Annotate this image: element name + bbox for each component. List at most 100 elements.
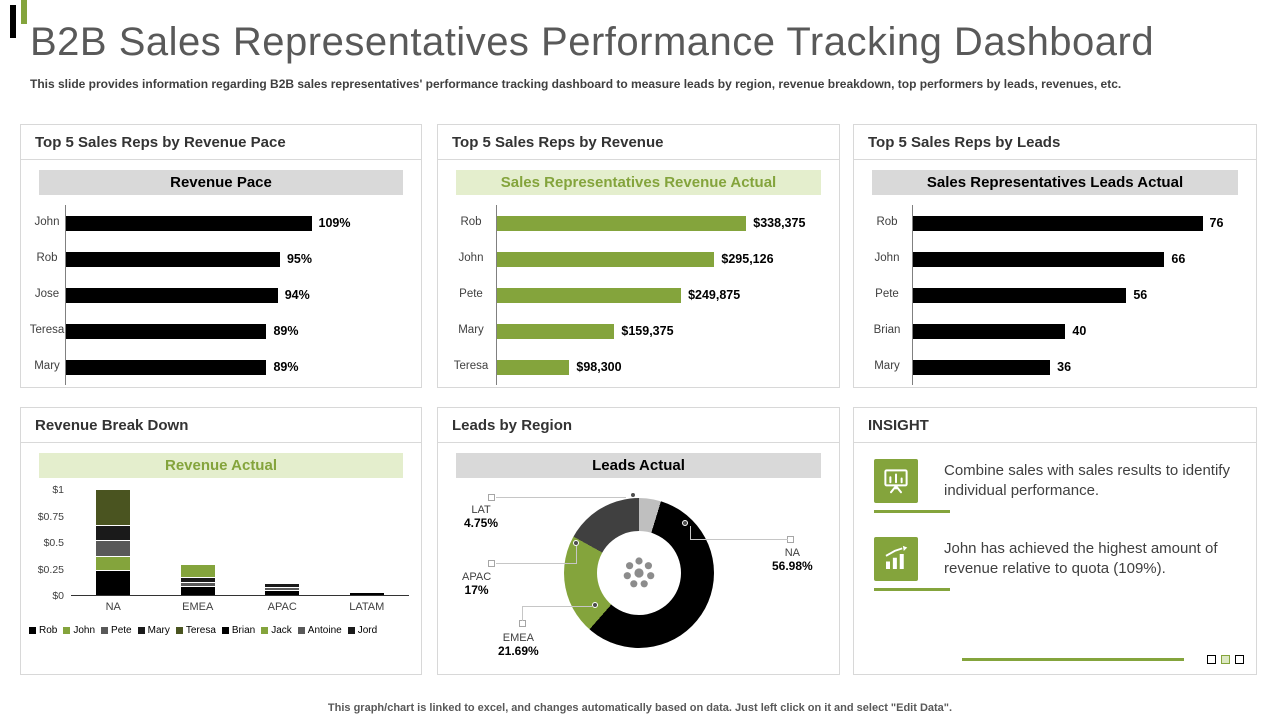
leads-region-donut-chart[interactable]: LAT 4.75% APAC 17% EMEA 21.69% NA 56.98% bbox=[438, 482, 839, 680]
callout-marker bbox=[519, 620, 526, 627]
stack-segment bbox=[265, 584, 300, 588]
y-tick-label: $1 bbox=[52, 484, 64, 496]
stack-segment bbox=[180, 578, 215, 584]
bar-track: 40 bbox=[912, 313, 1242, 349]
revenue-breakdown-chart[interactable]: $1 $0.75 $0.5 $0.25 $0 NA EMEA APAC LATAM Rob John… bbox=[21, 482, 421, 640]
insight-icon-column bbox=[874, 459, 950, 513]
corner-accent-black bbox=[10, 5, 16, 38]
legend-label: Brian bbox=[231, 625, 256, 636]
insight-body: Combine sales with sales results to iden… bbox=[854, 443, 1256, 591]
legend-item: Pete bbox=[101, 625, 132, 636]
bar-track: 66 bbox=[912, 241, 1242, 277]
legend-label: Jord bbox=[357, 625, 378, 636]
bar-track: 89% bbox=[65, 313, 407, 349]
y-tick-label: $0 bbox=[52, 590, 64, 602]
panel-title: INSIGHT bbox=[854, 408, 1256, 443]
y-tick-label: $0.75 bbox=[37, 510, 64, 523]
insight-accent-line bbox=[962, 658, 1184, 661]
category-label: Pete bbox=[875, 288, 899, 301]
panel-insight: INSIGHT Combine sales with sales bbox=[853, 407, 1257, 675]
panel-revenue-actual: Top 5 Sales Reps by Revenue Sales Repres… bbox=[437, 124, 840, 388]
bar bbox=[913, 359, 1051, 375]
legend-swatch bbox=[261, 627, 269, 634]
value-label: 94% bbox=[284, 288, 310, 302]
revenue-pace-chart[interactable]: John 109% Rob 95% Jose 94% Teresa 89% Mary 89% bbox=[21, 199, 421, 393]
revenue-actual-chart[interactable]: Rob $338,375 John $295,126 Pete $249,875 Mary $… bbox=[438, 199, 839, 393]
page-title: B2B Sales Representatives Performance Tr… bbox=[30, 20, 1155, 64]
insight-text: John has achieved the highest amount of … bbox=[944, 540, 1218, 578]
bar-track: $98,300 bbox=[496, 349, 825, 385]
category-label: Rob bbox=[876, 216, 898, 229]
callout-line bbox=[690, 539, 788, 540]
leads-actual-chart[interactable]: Rob 76 John 66 Pete 56 Brian 40 Mary 36 bbox=[854, 199, 1256, 393]
bar-row: John $295,126 bbox=[446, 241, 825, 277]
legend-swatch bbox=[347, 627, 355, 634]
bar-row: John 109% bbox=[29, 205, 407, 241]
value-label: $159,375 bbox=[621, 324, 674, 338]
bar bbox=[497, 323, 615, 339]
bar bbox=[913, 215, 1203, 231]
category-label: Rob bbox=[460, 216, 482, 229]
slice-dot bbox=[682, 520, 688, 526]
value-label: 66 bbox=[1171, 252, 1186, 266]
bar bbox=[66, 215, 312, 231]
bar-row: Jose 94% bbox=[29, 277, 407, 313]
stack-segment bbox=[96, 526, 131, 541]
category-label: NA bbox=[105, 601, 121, 613]
legend-swatch bbox=[29, 627, 36, 634]
stack-segment bbox=[96, 490, 131, 527]
stack-segment bbox=[349, 592, 384, 595]
category-label: Mary bbox=[874, 360, 900, 373]
bar bbox=[497, 287, 682, 303]
bar-row: Mary 36 bbox=[862, 349, 1242, 385]
panel-title: Top 5 Sales Reps by Revenue Pace bbox=[21, 125, 421, 160]
legend-swatch bbox=[175, 627, 183, 634]
bar-row: Mary 89% bbox=[29, 349, 407, 385]
callout-marker bbox=[787, 536, 794, 543]
bar-track: 56 bbox=[912, 277, 1242, 313]
category-label: APAC bbox=[267, 601, 297, 613]
stacked-column bbox=[265, 584, 300, 595]
bar-track: $295,126 bbox=[496, 241, 825, 277]
callout-marker bbox=[488, 560, 495, 567]
value-label: $338,375 bbox=[753, 216, 806, 230]
slide-indicator bbox=[1207, 655, 1244, 664]
value-label: 95% bbox=[286, 252, 313, 266]
bar bbox=[497, 251, 715, 267]
category-label: John bbox=[458, 252, 484, 265]
legend-label: John bbox=[73, 625, 96, 636]
category-label: Teresa bbox=[453, 360, 489, 373]
stack-segment bbox=[265, 590, 300, 595]
value-label: 56 bbox=[1133, 288, 1148, 302]
bar-track: 76 bbox=[912, 205, 1242, 241]
insight-text: Combine sales with sales results to iden… bbox=[944, 462, 1230, 500]
callout-line bbox=[496, 563, 576, 564]
legend-swatch bbox=[63, 627, 71, 634]
bar-track: $338,375 bbox=[496, 205, 825, 241]
people-cluster-icon bbox=[623, 557, 655, 588]
value-label: 109% bbox=[318, 216, 351, 230]
stacked-column bbox=[349, 592, 384, 595]
chart-banner: Sales Representatives Revenue Actual bbox=[456, 170, 821, 195]
stack-segment bbox=[265, 587, 300, 591]
y-tick-label: $0.5 bbox=[43, 537, 64, 549]
bar-row: John 66 bbox=[862, 241, 1242, 277]
category-label: LATAM bbox=[349, 601, 385, 613]
value-label: $295,126 bbox=[721, 252, 774, 266]
callout-line bbox=[522, 606, 523, 621]
callout-emea: EMEA 21.69% bbox=[498, 632, 539, 658]
bar bbox=[66, 359, 267, 375]
legend-swatch bbox=[101, 627, 109, 634]
category-label: Teresa bbox=[29, 324, 65, 337]
value-label: 36 bbox=[1057, 360, 1072, 374]
indicator-square-active bbox=[1221, 655, 1230, 664]
slice-dot bbox=[630, 492, 636, 498]
insight-item: Combine sales with sales results to iden… bbox=[874, 459, 1238, 513]
insight-icon-column bbox=[874, 537, 950, 591]
chart-banner: Revenue Pace bbox=[39, 170, 403, 195]
indicator-square bbox=[1235, 655, 1244, 664]
category-label: Mary bbox=[458, 324, 484, 337]
panel-leads-by-region: Leads by Region Leads Actual bbox=[437, 407, 840, 675]
stacked-chart-body: $1 $0.75 $0.5 $0.25 $0 NA EMEA APAC LATAM bbox=[27, 484, 409, 613]
bar-row: Rob $338,375 bbox=[446, 205, 825, 241]
